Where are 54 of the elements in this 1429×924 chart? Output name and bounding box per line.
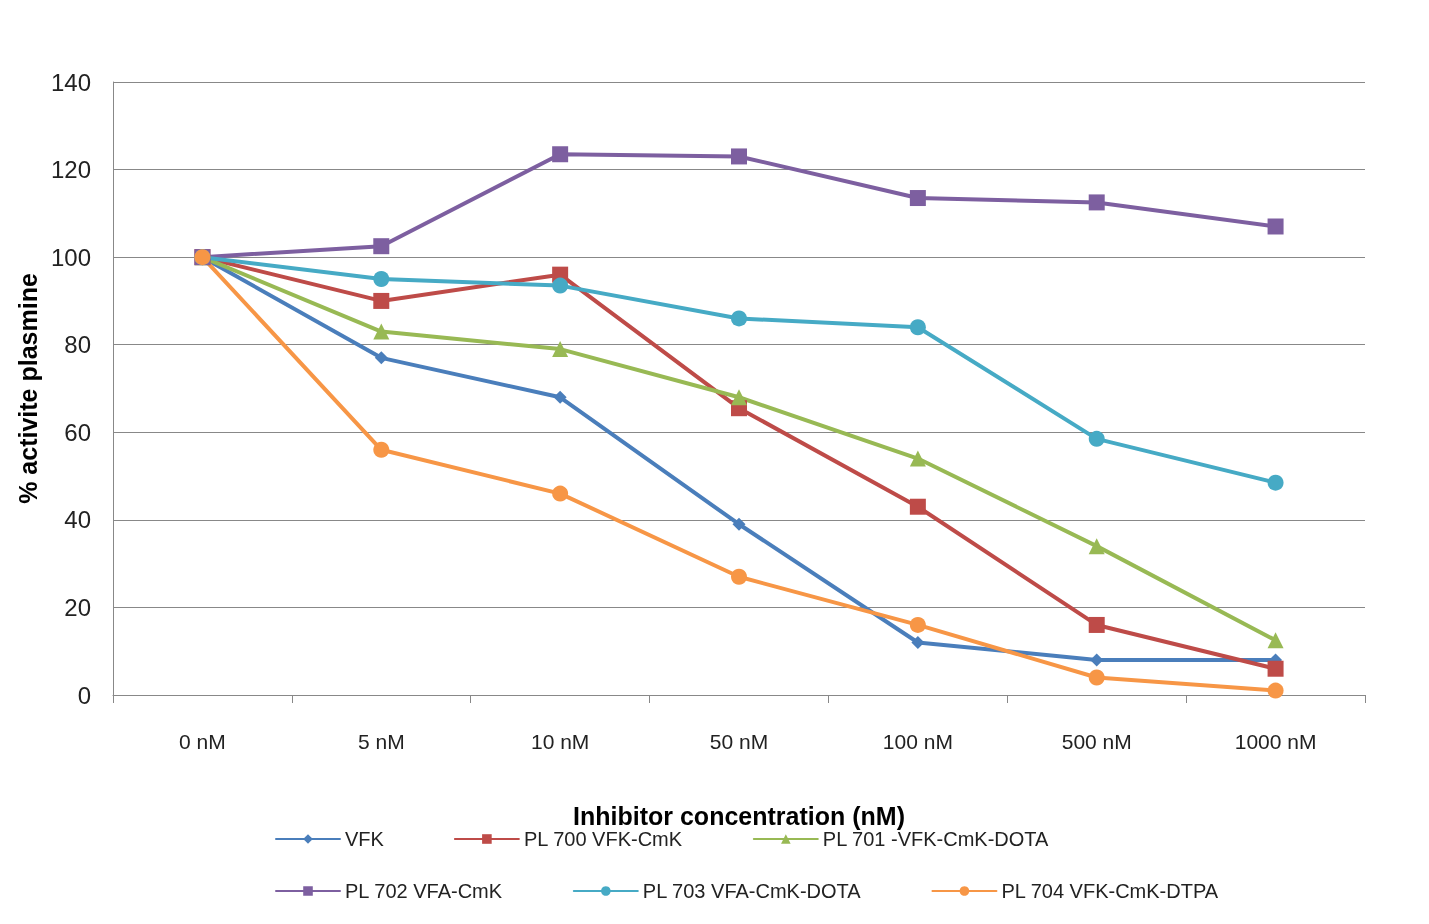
x-tick-label: 100 nM xyxy=(882,730,953,753)
point xyxy=(1267,660,1284,677)
x-tick-label: 10 nM xyxy=(530,730,590,753)
y-tick-label: 20 xyxy=(64,593,91,621)
point xyxy=(1267,632,1284,649)
point xyxy=(1267,474,1284,491)
y-tick-label: 0 xyxy=(77,681,91,709)
legend-label: PL 702 VFA-CmK xyxy=(345,880,503,902)
x-tick-label: 0 nM xyxy=(179,730,226,753)
point xyxy=(911,635,925,649)
point xyxy=(552,146,569,163)
point xyxy=(909,190,926,207)
point xyxy=(373,323,390,340)
x-axis-title: Inhibitor concentration (nM) xyxy=(573,801,905,830)
point xyxy=(553,390,567,404)
point xyxy=(1088,669,1105,686)
legend-label: PL 700 VFK-CmK xyxy=(523,828,683,850)
x-tick-label: 5 nM xyxy=(357,730,405,753)
y-tick-label: 120 xyxy=(50,156,91,184)
y-axis-title: % activite plasmine xyxy=(13,273,42,504)
point xyxy=(373,271,390,288)
legend-label: PL 704 VFK-CmK-DTPA xyxy=(1001,880,1219,902)
x-tick-label: 1000 nM xyxy=(1234,730,1317,753)
point xyxy=(909,319,926,336)
point xyxy=(732,517,746,531)
y-tick-label: 100 xyxy=(50,243,91,271)
point xyxy=(731,568,747,585)
y-tick-label: 140 xyxy=(50,68,91,96)
point xyxy=(373,292,390,309)
point xyxy=(909,498,926,515)
y-tick-label: 40 xyxy=(64,506,91,534)
point xyxy=(909,450,926,467)
y-tick-label: 60 xyxy=(64,418,91,446)
point xyxy=(552,341,569,358)
legend-label: VFK xyxy=(345,828,385,850)
point xyxy=(1267,218,1284,235)
legend-label: PL 703 VFA-CmK-DOTA xyxy=(642,880,862,902)
point xyxy=(552,485,569,502)
point xyxy=(731,389,747,406)
x-tick-label: 50 nM xyxy=(709,730,769,753)
point xyxy=(909,616,926,633)
point xyxy=(1088,430,1105,447)
point xyxy=(731,148,747,165)
point xyxy=(374,351,388,365)
point xyxy=(373,238,390,255)
point xyxy=(1267,682,1284,699)
y-tick-label: 80 xyxy=(64,331,91,359)
point xyxy=(731,310,747,327)
x-tick-label: 500 nM xyxy=(1061,730,1132,753)
point xyxy=(552,277,569,294)
point xyxy=(373,441,390,458)
point xyxy=(1088,194,1105,211)
point xyxy=(1088,616,1105,633)
point xyxy=(1088,538,1105,555)
